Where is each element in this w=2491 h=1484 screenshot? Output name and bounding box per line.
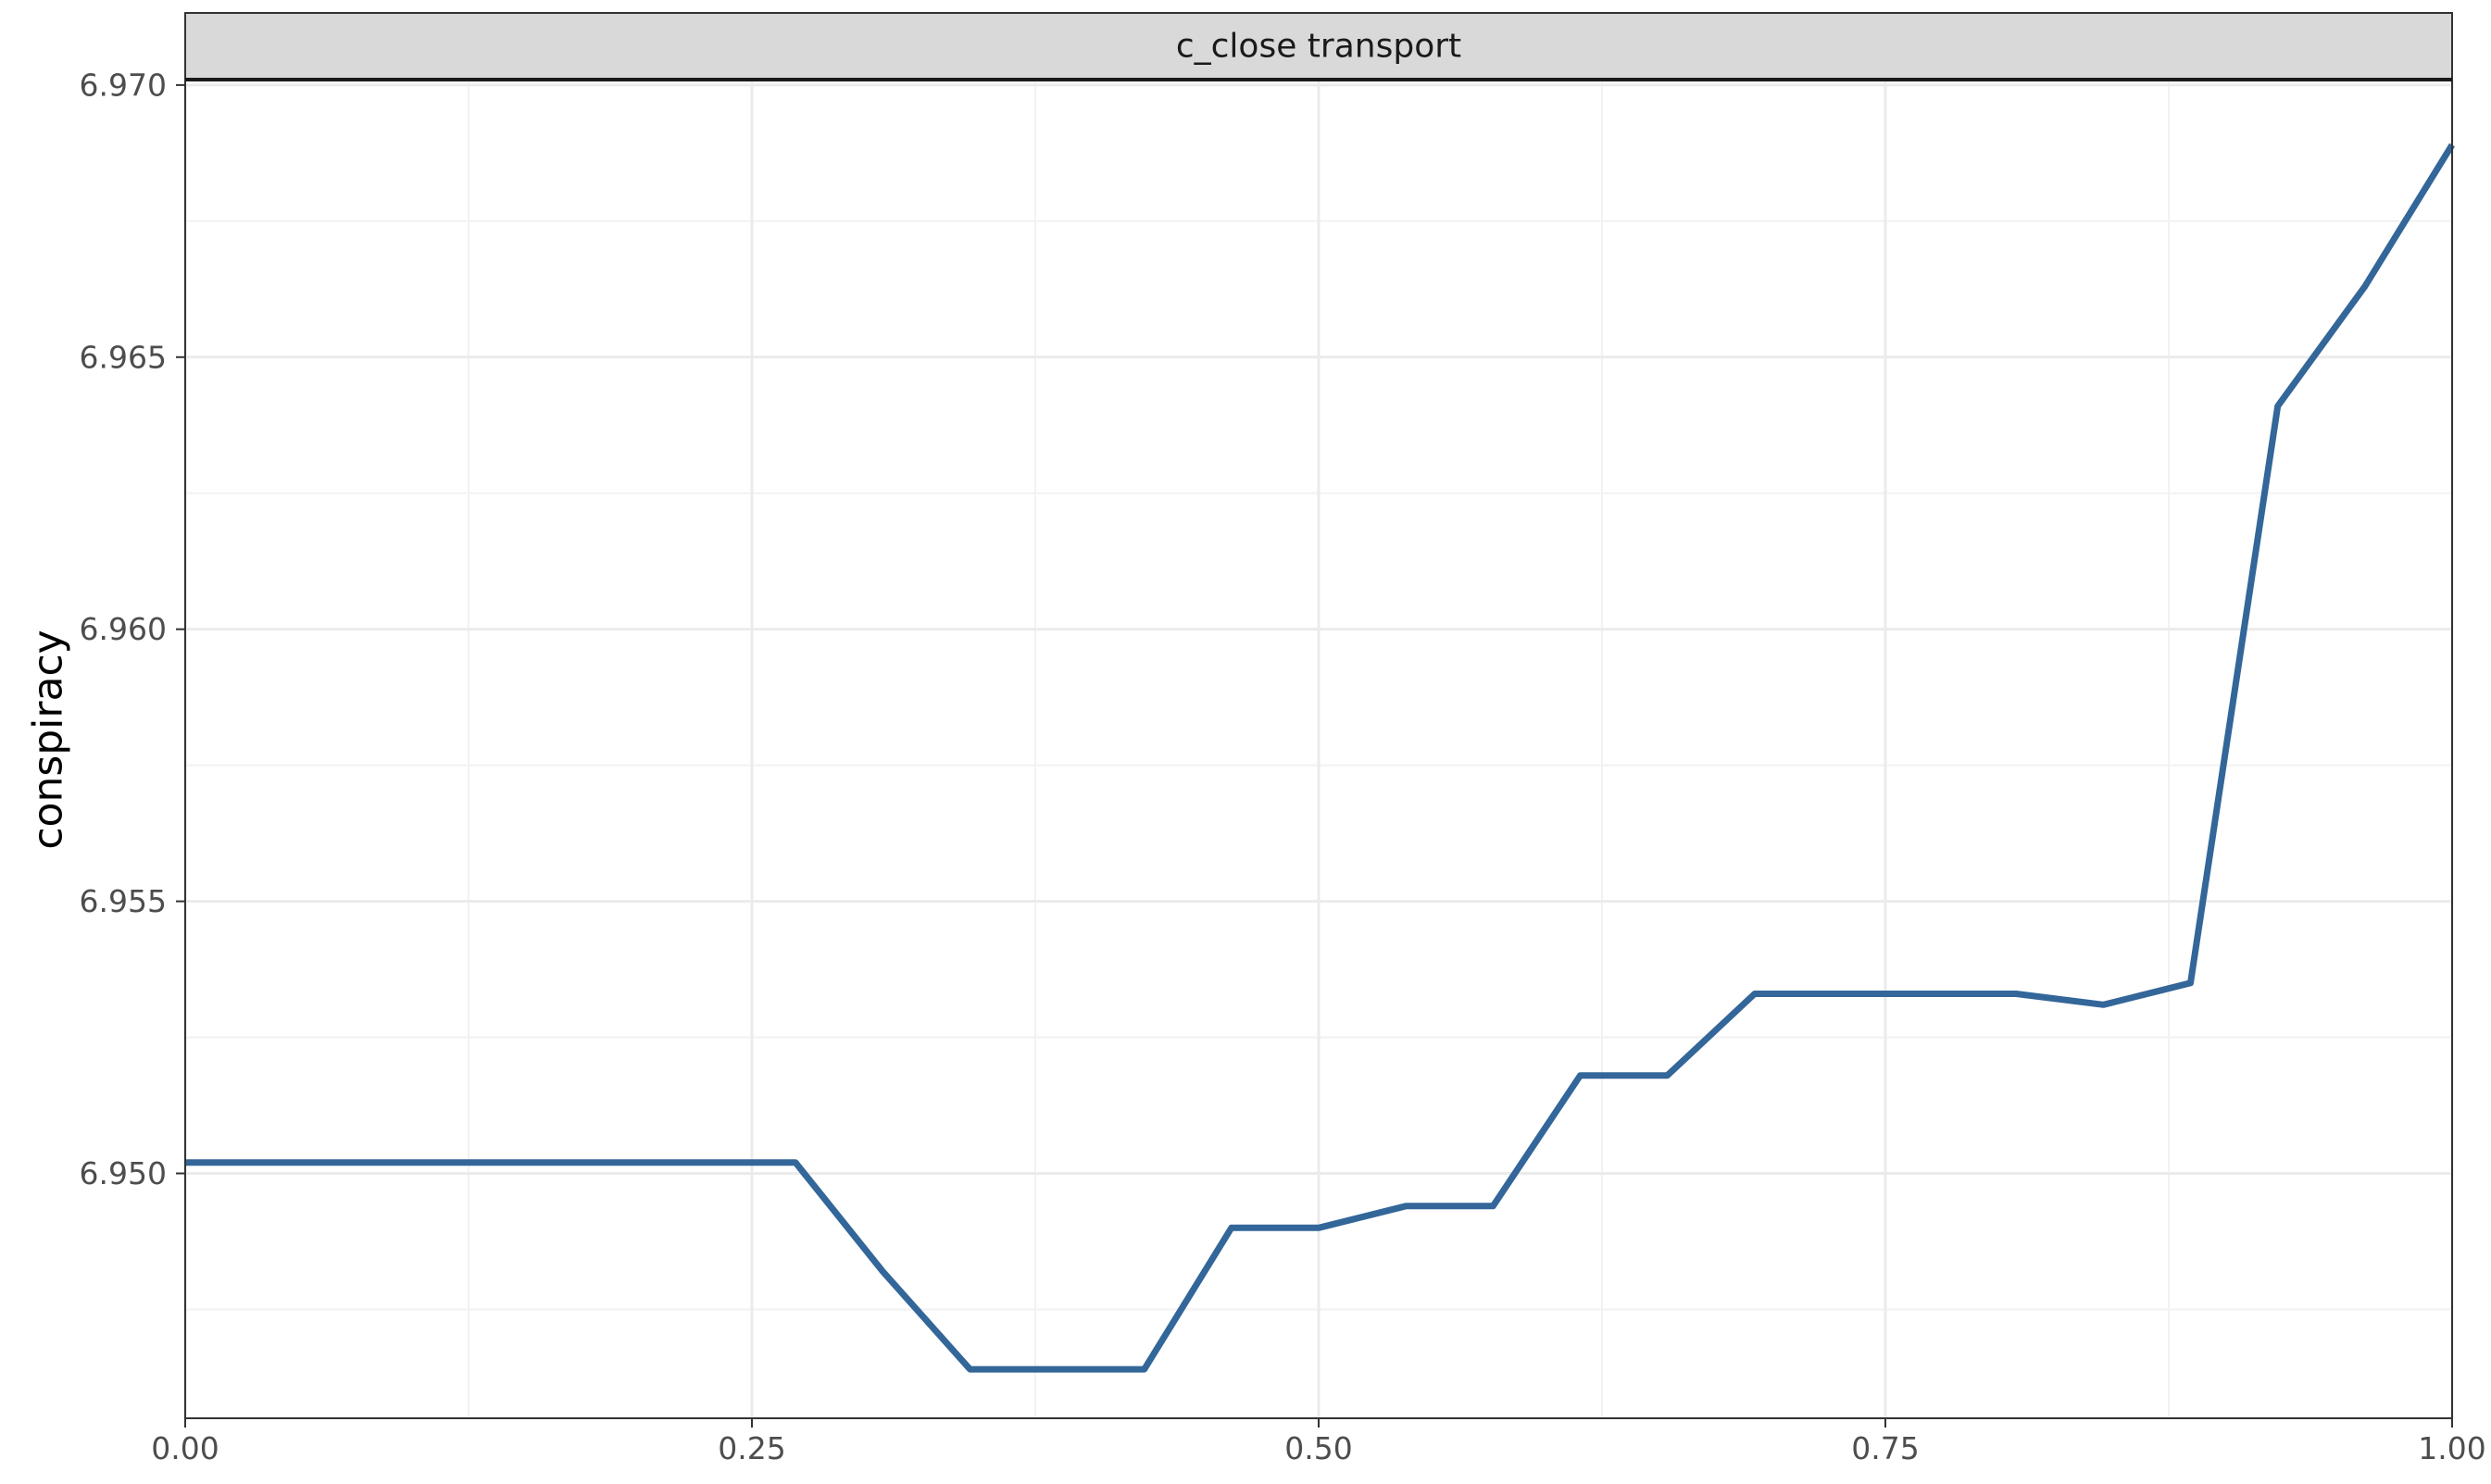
y-tick-label: 6.960 — [80, 611, 167, 647]
facet-strip — [184, 12, 2453, 81]
grid-lines — [183, 80, 2454, 1418]
x-axis: 0.00 0.25 0.50 0.75 1.00 — [151, 1418, 2486, 1466]
x-tick-label: 0.75 — [1851, 1430, 1919, 1466]
facet-strip-label: c_close transport — [1176, 28, 1461, 66]
y-tick-label: 6.955 — [80, 883, 167, 919]
y-tick-label: 6.970 — [80, 67, 167, 103]
y-axis: 6.950 6.955 6.960 6.965 6.970 — [80, 67, 185, 1191]
series-line-0 — [185, 143, 2455, 1373]
x-tick-label: 0.25 — [718, 1430, 785, 1466]
x-tick-label: 0.00 — [151, 1430, 219, 1466]
x-tick-label: 1.00 — [2418, 1430, 2485, 1466]
series-layer — [185, 143, 2455, 1373]
x-tick-label: 0.50 — [1284, 1430, 1352, 1466]
y-axis-title: conspiracy — [25, 630, 72, 849]
y-tick-label: 6.965 — [80, 339, 167, 375]
y-tick-label: 6.950 — [80, 1155, 167, 1191]
